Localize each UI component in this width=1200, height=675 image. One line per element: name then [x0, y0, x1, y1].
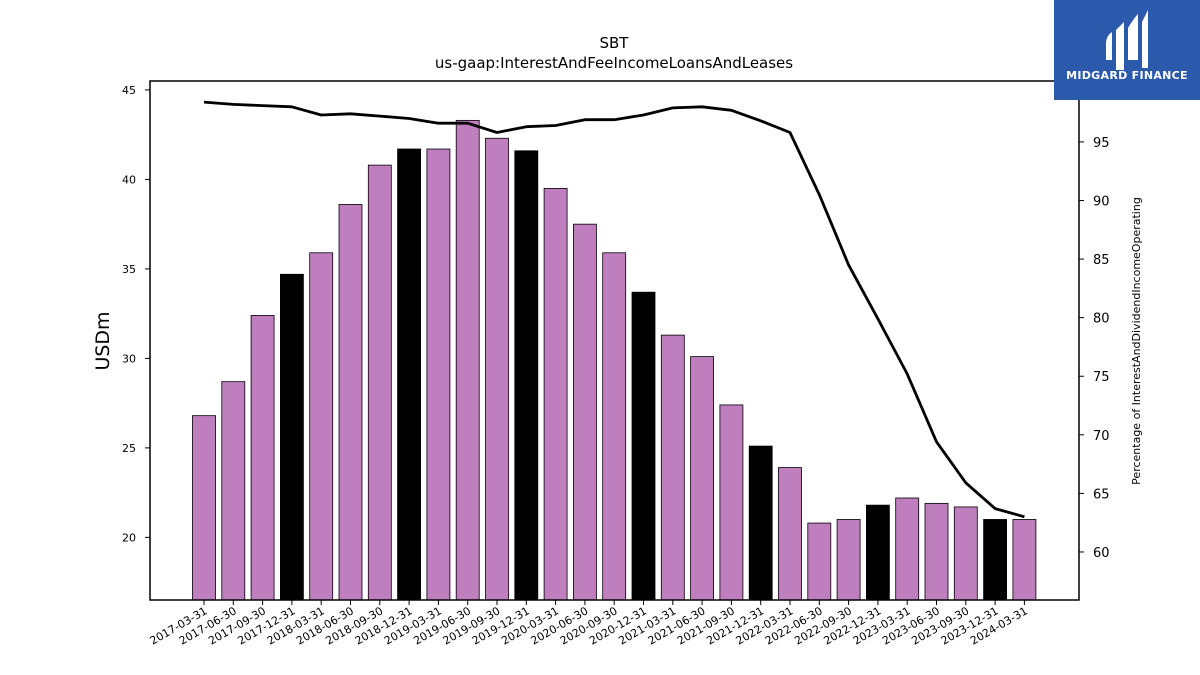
brand-name: MIDGARD FINANCE — [1066, 69, 1188, 82]
bar — [426, 148, 451, 601]
bar — [690, 356, 714, 601]
y2-tick-label: 65 — [1093, 487, 1110, 502]
bar — [309, 252, 334, 601]
y-tick-label: 30 — [122, 352, 136, 365]
y-tick-label: 25 — [122, 442, 136, 455]
bar — [573, 223, 597, 601]
bar-series — [192, 119, 1037, 601]
bar — [778, 467, 802, 601]
bar — [807, 522, 832, 601]
chart-title: SBT — [600, 34, 630, 52]
bar — [866, 504, 890, 601]
bar — [455, 119, 480, 601]
chart-subtitle: us-gaap:InterestAndFeeIncomeLoansAndLeas… — [435, 54, 793, 72]
bar — [895, 497, 920, 601]
bar — [221, 381, 246, 601]
bar — [660, 334, 685, 601]
x-axis: 2017-03-312017-06-302017-09-302017-12-31… — [148, 600, 1030, 648]
bar — [543, 187, 568, 601]
bar — [514, 150, 539, 601]
y2-tick-label: 90 — [1093, 194, 1110, 209]
brand-logo: MIDGARD FINANCE — [1054, 0, 1200, 100]
bar — [602, 252, 627, 601]
bar — [338, 204, 363, 601]
bar — [953, 506, 978, 601]
bar — [748, 445, 773, 601]
bar — [983, 519, 1007, 601]
y-axis-left: 20 25 30 35 40 45 — [122, 84, 150, 544]
y2-tick-label: 70 — [1093, 429, 1110, 444]
y-axis-label: USDm — [92, 311, 114, 370]
bar — [397, 148, 422, 601]
bar — [250, 315, 275, 601]
bar — [485, 137, 509, 601]
y2-tick-label: 95 — [1093, 136, 1110, 151]
y2-tick-label: 85 — [1093, 253, 1110, 268]
y2-tick-label: 75 — [1093, 370, 1110, 385]
y2-tick-label: 60 — [1093, 546, 1110, 561]
line-series — [203, 100, 1025, 519]
bar — [719, 404, 744, 601]
y-axis-right: 60 65 70 75 80 85 90 95 — [1079, 136, 1110, 561]
bar — [192, 415, 216, 601]
y-tick-label: 45 — [122, 84, 136, 97]
logo-mark-icon — [1106, 10, 1148, 70]
bar — [279, 273, 304, 601]
bar — [1012, 519, 1037, 601]
bar — [836, 519, 861, 601]
y-tick-label: 35 — [122, 263, 136, 276]
bar — [367, 164, 392, 601]
bar — [631, 291, 656, 601]
bar — [924, 502, 949, 601]
line-path — [203, 100, 1025, 519]
y2-tick-label: 80 — [1093, 312, 1110, 327]
y-tick-label: 40 — [122, 173, 136, 186]
y2-axis-label: Percentage of InterestAndDividendIncomeO… — [1130, 197, 1143, 485]
y-tick-label: 20 — [122, 531, 136, 544]
